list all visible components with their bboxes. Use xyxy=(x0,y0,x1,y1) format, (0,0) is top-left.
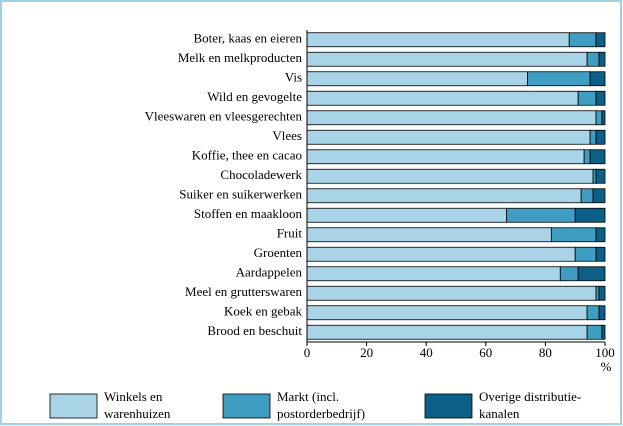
legend-label: Winkels en warenhuizen xyxy=(104,389,171,421)
bar-segment xyxy=(574,246,597,262)
bar-segment xyxy=(595,32,606,48)
category-label: Koffie, thee en cacao xyxy=(192,148,302,163)
x-tick-label: 100 xyxy=(595,345,615,360)
bar-segment xyxy=(306,168,594,184)
category-label: Aardappelen xyxy=(236,265,303,280)
bar-segment xyxy=(306,149,585,165)
bar-segment xyxy=(592,168,597,184)
bar-segment xyxy=(598,285,606,301)
legend-swatch xyxy=(222,393,271,419)
bar-segment xyxy=(574,207,606,223)
bar-segment xyxy=(586,51,600,67)
bar-segment xyxy=(306,90,579,106)
bar-segment xyxy=(598,305,606,321)
bar-segment xyxy=(559,266,579,282)
bar-segment xyxy=(577,266,606,282)
bar-segment xyxy=(583,149,591,165)
bar-segment xyxy=(592,188,606,204)
bar-segment xyxy=(306,305,588,321)
legend-swatch xyxy=(49,393,98,419)
category-label: Stoffen en maakloon xyxy=(194,206,303,221)
bar-segment xyxy=(595,227,606,243)
bar-segment xyxy=(589,129,597,145)
bar-segment xyxy=(580,188,594,204)
x-tick-label: 40 xyxy=(420,345,433,360)
bar-segment xyxy=(306,246,576,262)
bar-segment xyxy=(598,51,606,67)
bar-segment xyxy=(306,324,588,340)
bar-segment xyxy=(595,168,606,184)
category-label: Groenten xyxy=(254,245,303,260)
category-label: Meel en grutterswaren xyxy=(185,284,302,299)
bar-segment xyxy=(589,71,606,87)
bar-segment xyxy=(586,305,600,321)
category-label: Brood en beschuit xyxy=(207,323,302,338)
legend-swatch xyxy=(424,393,473,419)
bar-segment xyxy=(306,32,570,48)
bar-segment xyxy=(306,285,597,301)
category-label: Vis xyxy=(285,70,302,85)
bar-segment xyxy=(306,110,597,126)
bar-segment xyxy=(550,227,597,243)
category-label: Suiker en suikerwerken xyxy=(179,187,302,202)
category-label: Koek en gebak xyxy=(224,304,302,319)
bar-segment xyxy=(577,90,597,106)
category-label: Fruit xyxy=(277,226,303,241)
bar-segment xyxy=(595,285,600,301)
bar-segment xyxy=(306,188,582,204)
x-axis-label: % xyxy=(601,359,612,374)
bar-segment xyxy=(568,32,597,48)
bar-segment xyxy=(595,129,606,145)
bar-segment xyxy=(589,149,606,165)
bar-segment xyxy=(306,266,561,282)
legend-label: Overige distributie- kanalen xyxy=(479,389,582,421)
x-tick-label: 80 xyxy=(539,345,552,360)
category-label: Melk en melkproducten xyxy=(178,50,303,65)
x-tick-label: 0 xyxy=(304,345,311,360)
x-tick-label: 20 xyxy=(360,345,373,360)
x-tick-label: 60 xyxy=(479,345,492,360)
bar-segment xyxy=(506,207,576,223)
bar-segment xyxy=(601,324,606,340)
bar-segment xyxy=(601,110,606,126)
bar-segment xyxy=(306,129,591,145)
bar-segment xyxy=(595,246,606,262)
category-label: Boter, kaas en eieren xyxy=(194,31,303,46)
bar-segment xyxy=(586,324,603,340)
bar-segment xyxy=(306,71,528,87)
bar-segment xyxy=(306,51,588,67)
category-label: Vleeswaren en vleesgerechten xyxy=(145,109,303,124)
category-label: Wild en gevogelte xyxy=(207,89,302,104)
bar-segment xyxy=(595,110,603,126)
bar-segment xyxy=(595,90,606,106)
bar-segment xyxy=(306,207,508,223)
legend-label: Markt (incl. postorderbedrijf) xyxy=(277,389,366,421)
category-label: Vlees xyxy=(272,128,302,143)
category-label: Chocoladewerk xyxy=(220,167,302,182)
bar-segment xyxy=(306,227,552,243)
bar-segment xyxy=(527,71,591,87)
